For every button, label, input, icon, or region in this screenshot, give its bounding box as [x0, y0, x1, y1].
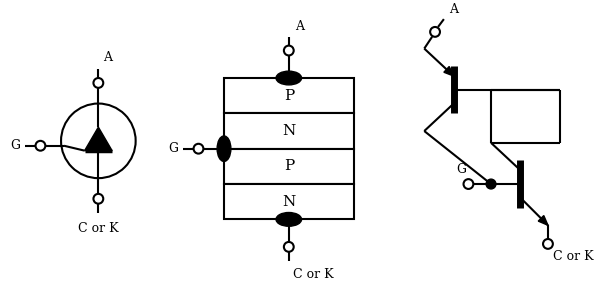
Circle shape: [94, 194, 103, 204]
Circle shape: [284, 242, 294, 252]
Text: P: P: [284, 159, 294, 173]
Circle shape: [430, 27, 440, 37]
Ellipse shape: [217, 136, 231, 162]
Ellipse shape: [276, 212, 302, 226]
Circle shape: [194, 144, 203, 154]
Circle shape: [35, 141, 46, 151]
Bar: [224, 184, 353, 219]
Bar: [224, 78, 353, 113]
Text: A: A: [295, 20, 304, 33]
Text: G: G: [10, 139, 20, 152]
Circle shape: [486, 179, 496, 189]
Bar: [224, 149, 353, 184]
Polygon shape: [85, 127, 112, 151]
Polygon shape: [444, 66, 454, 76]
Text: C or K: C or K: [293, 268, 334, 281]
Ellipse shape: [276, 71, 302, 85]
Text: C or K: C or K: [553, 250, 593, 263]
Text: G: G: [457, 163, 467, 176]
Text: C or K: C or K: [78, 222, 119, 235]
Circle shape: [284, 46, 294, 55]
Circle shape: [543, 239, 553, 249]
Circle shape: [61, 104, 136, 178]
Bar: [224, 113, 353, 149]
Polygon shape: [538, 216, 548, 225]
Text: A: A: [449, 3, 458, 16]
Text: N: N: [282, 195, 295, 209]
Text: G: G: [168, 142, 178, 155]
Text: A: A: [103, 51, 112, 64]
Circle shape: [94, 78, 103, 88]
Text: N: N: [282, 124, 295, 138]
Circle shape: [464, 179, 473, 189]
Text: P: P: [284, 89, 294, 103]
